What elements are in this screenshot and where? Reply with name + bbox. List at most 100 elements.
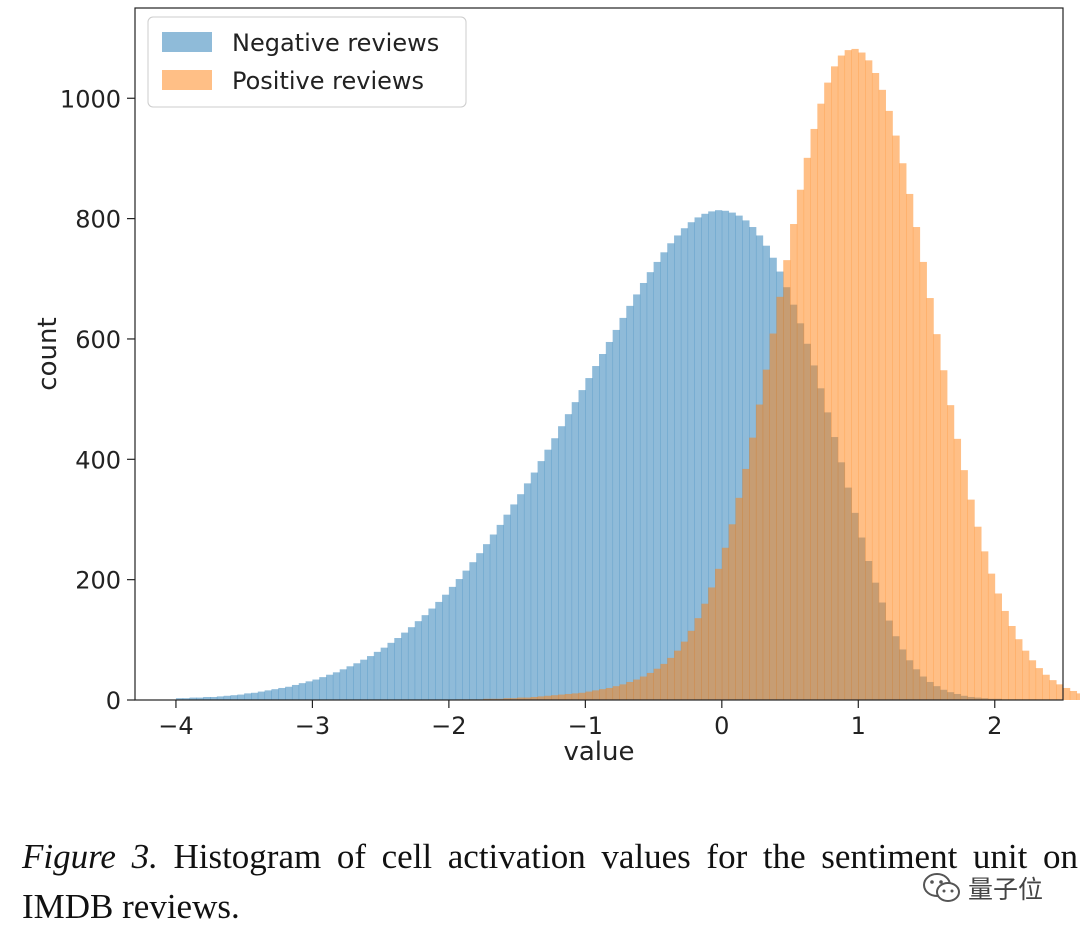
histogram-bar: [735, 497, 743, 700]
histogram-bar: [953, 438, 962, 700]
histogram-bar: [742, 220, 750, 700]
caption-label: Figure 3.: [22, 837, 158, 876]
histogram-bar: [339, 669, 347, 700]
histogram-bar: [305, 681, 313, 700]
histogram-bar: [1069, 690, 1078, 700]
y-tick-label: 400: [75, 446, 121, 474]
histogram-bar: [230, 695, 238, 700]
histogram-bar: [728, 524, 736, 700]
histogram-bar: [783, 260, 791, 700]
histogram-bar: [619, 684, 627, 700]
histogram-bar: [510, 698, 518, 700]
histogram-bar: [994, 593, 1002, 700]
histogram-bar: [721, 547, 730, 700]
histogram-bar: [906, 193, 914, 700]
histogram-bar: [326, 674, 334, 700]
histogram-bar: [564, 414, 573, 700]
x-tick-label: −1: [568, 712, 603, 740]
watermark: 量子位: [922, 870, 1043, 906]
histogram-bar: [360, 659, 368, 700]
histogram-bar: [578, 390, 586, 700]
histogram-bar: [831, 66, 839, 701]
histogram-bar: [271, 689, 279, 700]
histogram-bar: [762, 369, 770, 700]
histogram-bar: [291, 684, 300, 700]
histogram-bar: [1063, 687, 1071, 700]
histogram-bar: [721, 210, 730, 701]
histogram-bar: [517, 697, 525, 700]
histogram-bar: [912, 227, 921, 700]
histogram-bar: [653, 668, 661, 700]
y-axis-label: count: [33, 317, 63, 390]
histogram-bar: [837, 55, 846, 701]
histogram-bar: [489, 534, 498, 700]
series-positive: [455, 48, 1080, 701]
histogram-bar: [332, 672, 341, 700]
x-axis-label: value: [563, 737, 634, 767]
histogram-bar: [633, 294, 641, 700]
x-tick-label: −2: [431, 712, 466, 740]
legend: Negative reviews Positive reviews: [147, 16, 467, 108]
histogram-bar: [701, 213, 709, 701]
histogram-bar: [680, 641, 689, 700]
histogram-bar: [1022, 650, 1030, 700]
histogram-bar: [257, 691, 266, 700]
histogram-bar: [851, 48, 859, 701]
histogram-bar: [755, 404, 764, 700]
histogram-bar: [585, 691, 593, 700]
histogram-bar: [544, 695, 552, 700]
histogram-bar: [394, 638, 402, 700]
histogram-bar: [1035, 668, 1043, 700]
x-axis: −4 −3 −2 −1 0 1 2: [158, 700, 1002, 740]
histogram-bar: [715, 210, 723, 700]
histogram-bar: [585, 378, 593, 700]
histogram-bar: [824, 82, 832, 701]
histogram-bar: [571, 693, 579, 700]
histogram-bar: [674, 650, 682, 700]
histogram-bar: [817, 103, 825, 701]
histogram-bar: [1056, 684, 1064, 700]
histogram-bar: [469, 562, 477, 700]
histogram-bar: [885, 110, 893, 700]
histogram-bar: [551, 695, 559, 700]
histogram-bar: [892, 135, 900, 700]
histogram-bar: [530, 472, 538, 700]
histogram-bar: [182, 698, 190, 700]
histogram-bar: [196, 697, 204, 700]
histogram-bar: [298, 683, 306, 700]
histogram-bar: [1076, 693, 1080, 700]
histogram-bar: [558, 694, 566, 700]
histogram-bar: [619, 317, 627, 700]
histogram-bar: [810, 128, 818, 700]
histogram-bar: [1028, 660, 1037, 700]
histogram-bar: [981, 551, 989, 700]
histogram-bar: [407, 627, 416, 700]
histogram-bar: [448, 586, 457, 700]
histogram-bar: [646, 672, 654, 700]
histogram-bar: [769, 333, 777, 700]
histogram-bar: [776, 296, 784, 700]
x-tick-label: 2: [987, 712, 1002, 740]
y-axis: 0 200 400 600 800 1000: [60, 85, 135, 715]
histogram-bar: [203, 696, 211, 700]
histogram-bar: [715, 568, 723, 700]
histogram-bar: [592, 366, 600, 700]
wechat-icon: [923, 873, 960, 902]
histogram-bar: [796, 189, 805, 701]
histogram-bar: [558, 426, 566, 700]
histogram-bar: [503, 514, 511, 700]
x-tick-label: −4: [158, 712, 193, 740]
histogram-bar: [510, 504, 518, 700]
histogram-bar: [899, 163, 907, 700]
histogram-bar: [694, 618, 702, 700]
histogram-bar: [476, 553, 484, 700]
histogram-bar: [175, 698, 184, 700]
histogram-bar: [605, 341, 614, 700]
histogram-bar: [694, 217, 702, 700]
histogram-bar: [667, 657, 675, 700]
histogram-bar: [599, 354, 607, 700]
histogram-bar: [244, 693, 252, 700]
histogram-bar: [285, 686, 293, 700]
histogram-bar: [790, 224, 798, 700]
histogram-bar: [844, 50, 852, 701]
